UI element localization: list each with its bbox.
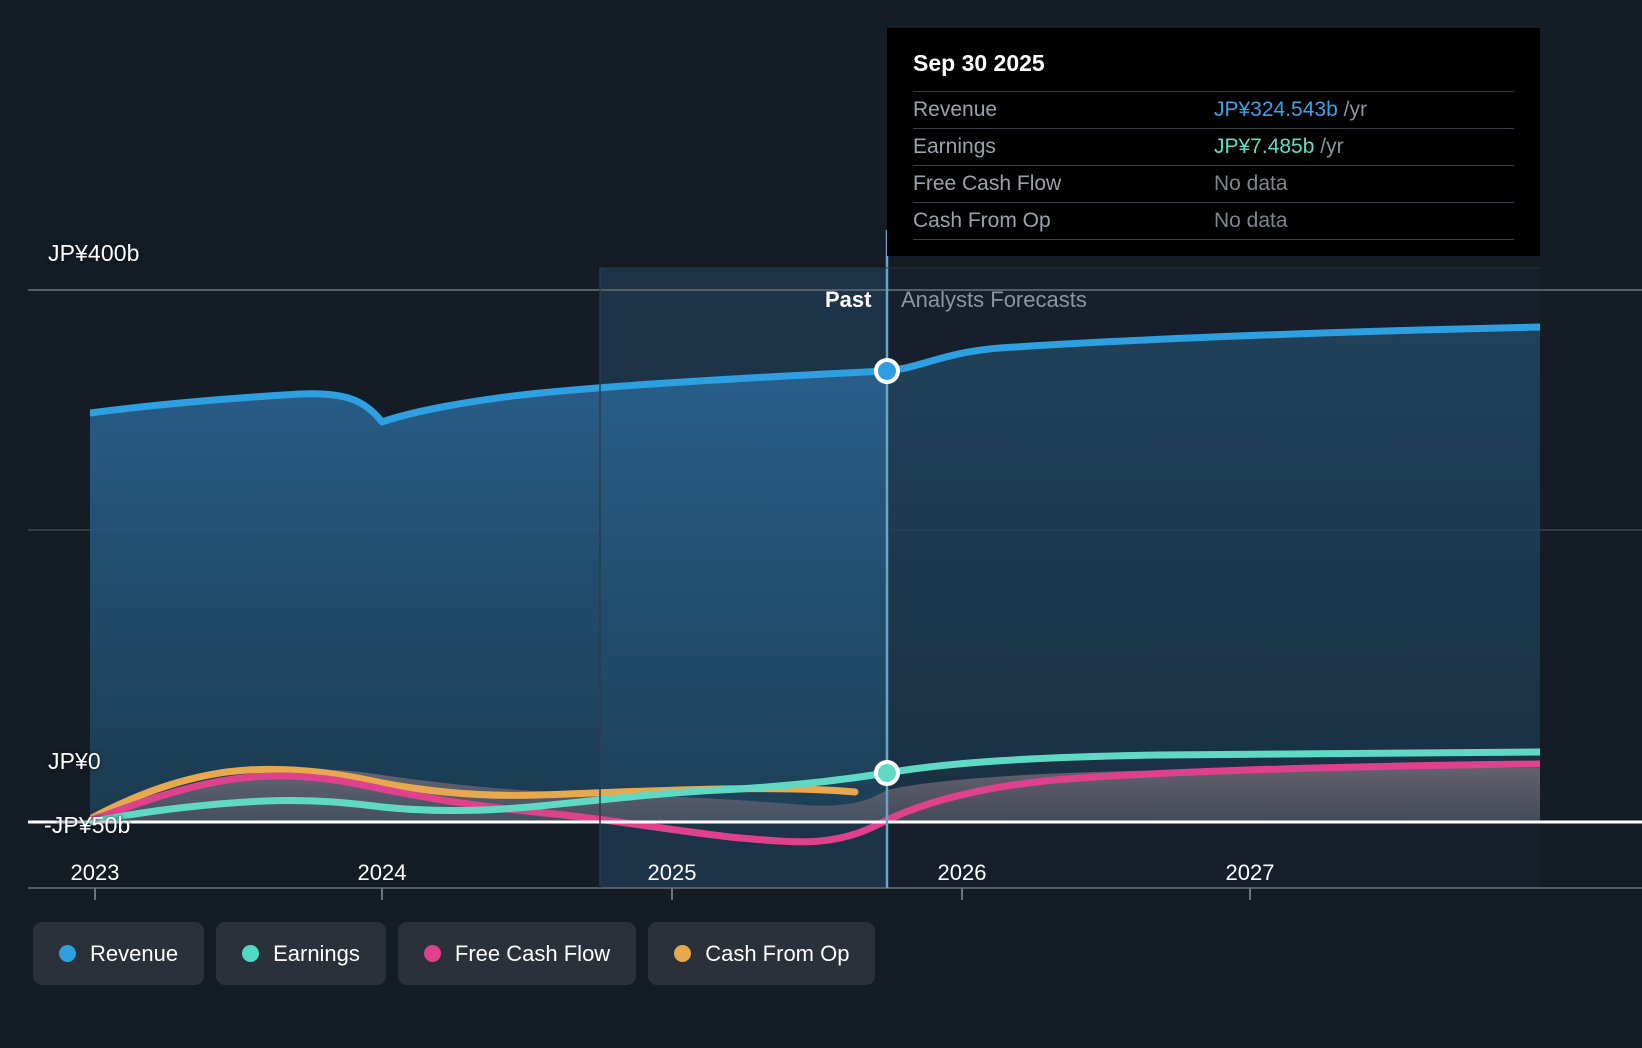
tooltip-key-cash-from-op: Cash From Op	[913, 209, 1051, 232]
x-axis-label-2027: 2027	[1225, 860, 1275, 885]
x-axis-label-2023: 2023	[70, 860, 120, 885]
revenue-area-past	[90, 371, 887, 822]
x-axis-label-2026: 2026	[937, 860, 987, 885]
tooltip-unit-revenue: /yr	[1343, 98, 1367, 121]
legend-label-earnings: Earnings	[273, 940, 360, 966]
x-tick-marks	[94, 888, 1251, 900]
tooltip-row-cash-from-op: Cash From Op No data	[913, 202, 1514, 240]
tooltip-row-earnings: Earnings JP¥7.485b /yr	[913, 128, 1514, 165]
legend-dot-revenue-icon	[59, 945, 76, 962]
tooltip-amount-earnings: JP¥7.485b	[1214, 135, 1315, 158]
legend-label-revenue: Revenue	[90, 940, 179, 966]
tooltip-value-revenue: JP¥324.543b /yr	[1214, 98, 1514, 122]
earnings-line	[90, 748, 1540, 826]
y-axis-label-0: JP¥0	[48, 748, 101, 774]
tooltip-date: Sep 30 2025	[913, 50, 1045, 76]
past-band-label: Past	[825, 287, 872, 312]
tooltip-key-free-cash-flow: Free Cash Flow	[913, 172, 1062, 195]
y-axis-label-400b: JP¥400b	[48, 240, 140, 266]
y-axis-label-neg50b: -JP¥50b	[44, 812, 131, 838]
free-cash-flow-line	[90, 760, 1540, 846]
legend-item-earnings[interactable]: Earnings	[216, 922, 386, 985]
tooltip-value-earnings: JP¥7.485b /yr	[1214, 135, 1514, 159]
chart-tooltip: Sep 30 2025 Revenue JP¥324.543b /yr Earn…	[887, 28, 1540, 256]
legend-dot-cash-from-op-icon	[674, 945, 692, 962]
tooltip-key-revenue: Revenue	[913, 98, 998, 121]
revenue-line-past	[90, 367, 891, 426]
tooltip-amount-free-cash-flow: No data	[1214, 172, 1288, 195]
tooltip-amount-cash-from-op: No data	[1214, 209, 1288, 232]
x-axis-label-2024: 2024	[357, 860, 407, 885]
tooltip-key-earnings: Earnings	[913, 135, 996, 158]
chart-legend: Revenue Earnings Free Cash Flow Cash Fro…	[33, 922, 876, 985]
legend-item-revenue[interactable]: Revenue	[33, 922, 205, 985]
legend-dot-earnings-icon	[242, 945, 260, 962]
tooltip-value-cash-from-op: No data	[1214, 209, 1514, 233]
tooltip-value-free-cash-flow: No data	[1214, 172, 1514, 196]
x-axis-label-2025: 2025	[647, 860, 697, 885]
forecast-band-label: Analysts Forecasts	[901, 287, 1087, 312]
legend-label-cash-from-op: Cash From Op	[705, 940, 850, 966]
revenue-area-forecast	[887, 327, 1540, 822]
revenue-point-marker	[874, 358, 900, 384]
legend-label-free-cash-flow: Free Cash Flow	[454, 940, 611, 966]
tooltip-row-revenue: Revenue JP¥324.543b /yr	[913, 91, 1514, 128]
tooltip-row-free-cash-flow: Free Cash Flow No data	[913, 165, 1514, 202]
earnings-point-marker	[874, 760, 900, 786]
legend-item-cash-from-op[interactable]: Cash From Op	[648, 922, 876, 985]
revenue-line-forecast	[883, 323, 1540, 375]
tooltip-unit-earnings: /yr	[1320, 135, 1344, 158]
legend-dot-free-cash-flow-icon	[423, 945, 441, 962]
legend-item-free-cash-flow[interactable]: Free Cash Flow	[397, 922, 637, 985]
tooltip-amount-revenue: JP¥324.543b	[1214, 98, 1338, 121]
